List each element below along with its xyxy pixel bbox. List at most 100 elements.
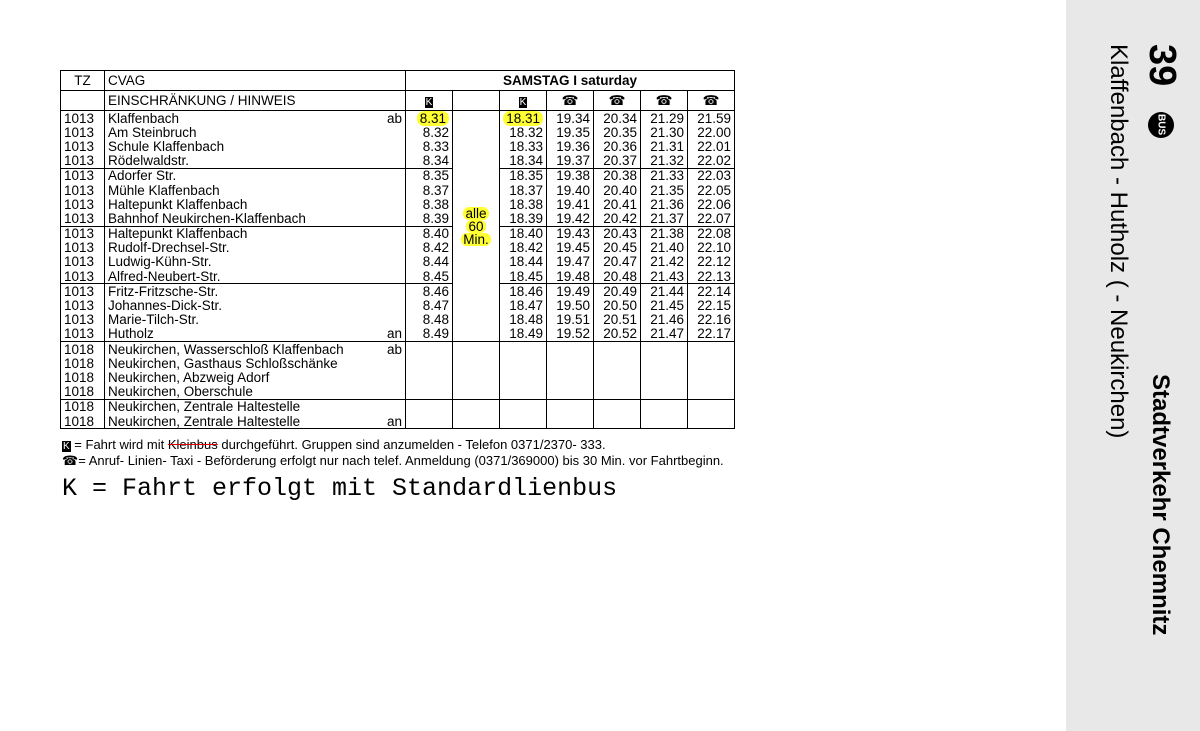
time-cell: 8.34 [405,153,453,169]
arrival-departure-mark: an [386,413,402,429]
handwritten-note: K = Fahrt erfolgt mit Standardlienbus [62,474,618,503]
phone-icon: ☎ [593,90,641,111]
time-cell [499,413,547,430]
stop-name-cell: Neukirchen, Wasserschloß Klaffenbach ab [104,341,406,357]
time-cell: 8.49 [405,326,453,342]
time-cell [640,398,688,414]
stop-name: Neukirchen, Zentrale Haltestelle [108,413,301,429]
time-cell [405,384,453,400]
time-cell: 18.31 [499,110,547,126]
tz-cell: 1018 [60,413,105,430]
stop-name-cell: Am Steinbruch [104,125,406,140]
time-cell: 18.40 [499,225,547,241]
tz-cell: 1013 [60,326,105,342]
time-cell [499,384,547,400]
time-cell: 22.06 [687,197,735,212]
time-cell: 18.45 [499,269,547,284]
tz-header: TZ [60,70,105,91]
time-cell [405,370,453,385]
time-cell [687,413,735,430]
time-cell: 21.33 [640,167,688,183]
time-cell: 18.39 [499,211,547,226]
empty-cell [452,341,500,357]
time-cell: 21.32 [640,153,688,169]
time-cell: 19.36 [546,139,594,154]
empty-cell [452,356,500,371]
timetable: TZ CVAG SAMSTAG I saturday EINSCHRÄNKUNG… [60,70,735,430]
stop-name-cell: Hutholz an [104,326,406,342]
stop-name: Fritz-Fritzsche-Str. [108,283,219,299]
table-row: 1013 Schule Klaffenbach 8.33 18.33 19.36 20.3… [60,138,735,154]
time-cell: 19.45 [546,240,594,255]
stop-name: Schule Klaffenbach [108,138,225,154]
stop-name-cell: Neukirchen, Zentrale Haltestelle an [104,413,406,430]
empty-cell [452,90,500,111]
time-cell: 18.48 [499,312,547,327]
tz-cell: 1013 [60,182,105,198]
time-cell: 20.51 [593,312,641,327]
time-cell: 22.02 [687,153,735,169]
stop-name-cell: Neukirchen, Gasthaus Schloßschänke [104,356,406,371]
time-cell [546,398,594,414]
tz-cell: 1013 [60,240,105,255]
stop-name: Hutholz [108,326,154,342]
k-symbol: K [62,441,71,452]
empty-cell [452,398,500,414]
stop-name: Haltepunkt Klaffenbach [108,226,248,242]
time-cell: 22.03 [687,167,735,183]
stop-name: Mühle Klaffenbach [108,182,220,198]
time-cell: 22.05 [687,182,735,198]
tz-cell: 1013 [60,254,105,270]
arrival-departure-mark: ab [386,341,402,357]
arrival-departure-mark: an [386,326,402,342]
tz-cell: 1018 [60,356,105,371]
time-cell: 21.43 [640,269,688,284]
time-cell: 21.31 [640,139,688,154]
empty-cell [60,90,105,111]
tz-cell: 1013 [60,211,105,226]
time-cell: 18.47 [499,298,547,313]
tz-cell: 1013 [60,312,105,327]
time-cell: 21.40 [640,240,688,255]
time-cell: 19.41 [546,197,594,212]
tz-cell: 1013 [60,110,105,126]
stop-name: Haltepunkt Klaffenbach [108,196,248,212]
time-cell: 20.47 [593,254,641,270]
time-cell [499,341,547,357]
stop-name-cell: Marie-Tilch-Str. [104,312,406,327]
time-cell: 21.46 [640,312,688,327]
time-cell [546,413,594,430]
time-cell [593,341,641,357]
tz-cell: 1013 [60,269,105,284]
arrival-departure-mark: ab [386,110,402,126]
time-cell [405,413,453,430]
stop-name-cell: Bahnhof Neukirchen-Klaffenbach [104,211,406,226]
stop-name-cell: Rödelwaldstr. [104,153,406,169]
time-cell: 18.37 [499,182,547,198]
table-row: 1013 Marie-Tilch-Str. 8.48 18.48 19.51 20.51 2… [60,312,735,327]
tz-cell: 1018 [60,370,105,385]
footnote-k: K = Fahrt wird mit Kleinbus durchgeführt… [62,437,606,452]
table-row: 1013 Alfred-Neubert-Str. 8.45 18.45 19.48 20.… [60,269,735,284]
kleinbus-icon: K [499,90,547,111]
company-header: CVAG [104,70,406,91]
table-row: 1013 Klaffenbach ab 8.31 alle 60 Min. 18.31 19.3… [60,110,735,342]
tz-cell: 1013 [60,125,105,140]
stop-name-cell: Schule Klaffenbach [104,138,406,154]
time-cell [546,370,594,385]
time-cell: 20.52 [593,326,641,342]
time-cell: 19.51 [546,312,594,327]
time-cell: 18.44 [499,254,547,270]
time-cell: 20.37 [593,153,641,169]
footnote-phone: ☎= Anruf- Linien- Taxi - Beförderung erf… [62,453,724,469]
stop-name: Rudolf-Drechsel-Str. [108,240,230,256]
tz-cell: 1013 [60,139,105,154]
struck-text: Kleinbus [167,437,218,452]
time-cell: 20.35 [593,125,641,140]
time-cell [640,384,688,400]
tz-cell: 1013 [60,283,105,299]
time-cell: 18.35 [499,167,547,183]
time-cell: 19.34 [546,110,594,126]
time-cell [499,370,547,385]
time-cell: 20.45 [593,240,641,255]
